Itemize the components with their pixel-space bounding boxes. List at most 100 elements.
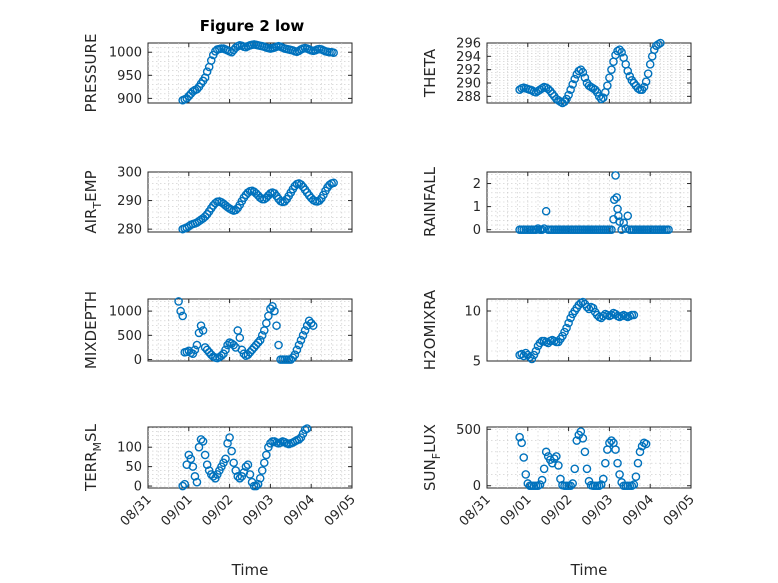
data-point xyxy=(541,447,551,457)
data-point xyxy=(603,81,612,90)
data-point xyxy=(631,472,641,482)
data-point xyxy=(664,225,673,234)
data-point xyxy=(633,458,643,468)
data-point xyxy=(613,458,622,468)
data-point xyxy=(315,196,324,205)
data-point xyxy=(233,472,243,481)
data-point xyxy=(229,458,238,468)
x-tick-label: 09/03 xyxy=(240,492,277,529)
data-point xyxy=(639,82,649,92)
data-point xyxy=(255,335,265,345)
subplot-mixdepth: 0 500 1000 MIXDEPTH xyxy=(82,291,353,369)
data-point xyxy=(270,306,279,316)
data-point xyxy=(186,454,196,464)
data-point xyxy=(641,77,651,86)
data-point xyxy=(294,340,304,350)
data-point xyxy=(611,171,620,180)
data-point xyxy=(253,479,263,489)
y-tick-label: 1 xyxy=(473,200,481,215)
data-point xyxy=(580,73,590,82)
y-tick-label: 50 xyxy=(125,460,142,475)
x-tick-label: 09/01 xyxy=(159,492,196,529)
data-point xyxy=(550,454,559,463)
x-tick-label: 08/31 xyxy=(118,492,155,529)
subplot-h2omixra: 5 10 H2OMIXRA xyxy=(421,289,692,370)
data-point xyxy=(259,458,269,468)
data-point xyxy=(598,474,608,484)
data-point xyxy=(298,331,308,340)
x-tick-label: 09/01 xyxy=(498,492,535,529)
data-point xyxy=(192,340,202,350)
data-point xyxy=(541,206,551,216)
y-tick-label: 10 xyxy=(464,305,481,320)
data-point xyxy=(308,321,318,330)
data-point xyxy=(300,326,310,335)
data-point xyxy=(607,225,616,234)
data-point xyxy=(235,473,245,483)
data-point xyxy=(607,436,616,445)
y-tick-label: 0 xyxy=(134,353,142,368)
data-point xyxy=(633,84,643,93)
data-point xyxy=(641,439,651,449)
data-point xyxy=(629,480,639,489)
data-point xyxy=(192,84,202,94)
y-axis-label: MIXDEPTH xyxy=(82,291,100,369)
data-point xyxy=(266,439,275,448)
y-tick-label: 0 xyxy=(134,480,142,495)
data-point xyxy=(329,48,338,57)
y-axis-label: TERRMSL xyxy=(82,423,104,492)
data-point xyxy=(539,464,549,474)
data-point xyxy=(562,323,571,333)
data-point xyxy=(306,318,316,328)
data-point xyxy=(192,477,202,487)
data-point xyxy=(552,452,561,461)
data-point xyxy=(582,302,592,312)
data-point xyxy=(296,180,306,189)
y-tick-label: 290 xyxy=(456,77,481,92)
data-point xyxy=(578,433,588,443)
data-point xyxy=(564,318,573,328)
data-point xyxy=(515,432,524,442)
data-point xyxy=(623,66,633,76)
y-tick-label: 0 xyxy=(473,223,481,238)
data-point xyxy=(611,445,620,454)
data-point xyxy=(194,442,204,452)
data-point xyxy=(596,94,606,104)
data-point xyxy=(605,73,614,82)
y-tick-label: 296 xyxy=(456,37,481,52)
data-point xyxy=(619,218,628,228)
data-point xyxy=(223,439,232,448)
data-point xyxy=(517,438,526,448)
data-point xyxy=(598,93,608,102)
y-tick-label: 300 xyxy=(117,166,142,181)
data-point xyxy=(607,310,616,320)
data-point xyxy=(605,438,614,448)
y-tick-label: 280 xyxy=(117,223,142,238)
data-point xyxy=(231,205,241,215)
data-point xyxy=(235,333,245,343)
data-point xyxy=(519,453,529,462)
data-point xyxy=(539,224,549,233)
data-point xyxy=(527,86,537,95)
data-point xyxy=(245,470,255,479)
subplot-sun-flux: 0 500 08/31 09/01 09/02 09/03 09/04 09/05 Time SU… xyxy=(421,423,698,579)
data-point xyxy=(578,68,588,77)
y-tick-label: 1000 xyxy=(109,46,142,61)
data-point xyxy=(568,479,577,488)
data-point xyxy=(292,345,302,355)
data-point xyxy=(198,326,208,335)
data-point xyxy=(174,297,183,306)
x-tick-label: 09/05 xyxy=(661,492,698,529)
data-point xyxy=(217,351,226,360)
data-point xyxy=(296,335,306,345)
data-point xyxy=(554,461,563,470)
y-tick-label: 100 xyxy=(117,441,142,456)
x-tick-label: 09/05 xyxy=(322,492,359,529)
data-point xyxy=(609,195,619,204)
y-axis-label: SUNFLUX xyxy=(421,424,443,491)
y-tick-label: 288 xyxy=(456,90,481,105)
data-point xyxy=(202,460,212,469)
y-tick-label: 2 xyxy=(473,177,481,192)
